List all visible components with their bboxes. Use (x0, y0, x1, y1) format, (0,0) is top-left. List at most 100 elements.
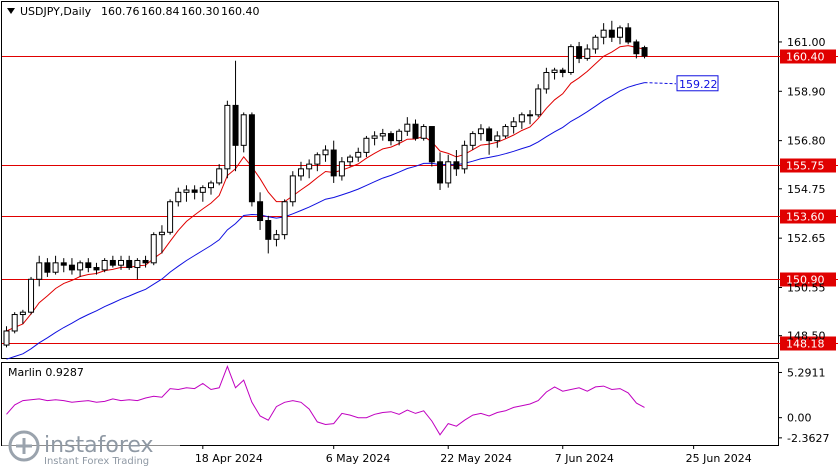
candlestick-series (3, 20, 648, 348)
candle-body (494, 135, 501, 142)
price-tick-label-5: 150.55 (787, 282, 826, 295)
candle-34 (281, 199, 288, 240)
candle-9 (77, 260, 84, 277)
candle-body (330, 149, 337, 177)
candle-50 (412, 119, 419, 141)
main-plot-frame (1, 1, 779, 359)
candle-body (404, 123, 411, 132)
time-tick-label-3: 7 Jun 2024 (555, 452, 614, 465)
candle-66 (543, 67, 550, 94)
candle-7 (60, 258, 67, 273)
candle-24 (199, 185, 206, 202)
chart-header-high: 160.84 (141, 5, 180, 18)
candle-74 (608, 20, 615, 42)
candle-body (183, 189, 190, 193)
candle-body (167, 201, 174, 233)
candle-30 (248, 112, 255, 207)
candle-body (437, 161, 444, 184)
candle-2 (19, 309, 26, 324)
candle-body (306, 163, 313, 170)
candle-body (551, 69, 558, 73)
chart-header-open: 160.76 (101, 5, 140, 18)
level-label-3: 150.90 (786, 274, 825, 287)
price-tick-label-0: 161.00 (787, 36, 826, 49)
ma-slow-projection (644, 82, 677, 85)
oscillator-title: Marlin 0.9287 (8, 366, 84, 379)
candle-23 (191, 185, 198, 200)
candle-19 (158, 225, 165, 254)
logo-brand: instaforex (44, 433, 154, 458)
candle-64 (527, 110, 534, 125)
candle-35 (289, 171, 296, 207)
candle-body (633, 41, 640, 55)
candle-body (445, 161, 452, 184)
ma-slow-label-box (676, 75, 719, 92)
price-tick-label-4: 152.65 (787, 232, 826, 245)
candle-body (396, 130, 403, 142)
candle-body (175, 191, 182, 203)
candle-body (158, 231, 165, 236)
level-label-4: 148.18 (786, 338, 825, 351)
candle-body (248, 114, 255, 203)
candle-body (297, 168, 304, 177)
candle-body (379, 133, 386, 137)
level-label-0: 160.40 (786, 51, 825, 64)
candle-body (510, 121, 517, 128)
candle-72 (592, 34, 599, 54)
chart-header-close: 160.40 (221, 5, 260, 18)
candle-body (584, 48, 591, 59)
candle-body (68, 264, 75, 271)
level-label-box-4 (780, 336, 836, 351)
support-resistance-levels: 160.40 155.75 153.60 150.90 148.18 (2, 49, 838, 351)
candle-61 (502, 124, 509, 139)
candle-body (355, 151, 362, 158)
candle-body (428, 126, 435, 163)
candle-1 (11, 312, 18, 334)
time-axis: 18 Apr 2024 6 May 2024 22 May 2024 7 Jun 20… (195, 445, 752, 465)
candle-body (535, 88, 542, 116)
candle-0 (3, 326, 10, 348)
ma-slow-label: 159.22 (679, 78, 718, 91)
candle-52 (428, 126, 435, 167)
candle-16 (134, 258, 141, 280)
candle-63 (518, 112, 525, 129)
candle-10 (85, 258, 92, 273)
logo-tagline: Instant Forex Trading (44, 456, 149, 467)
candle-body (363, 137, 370, 153)
candle-body (216, 168, 223, 184)
candle-8 (68, 258, 75, 275)
candle-body (208, 182, 214, 189)
candle-body (11, 314, 18, 332)
candle-75 (617, 25, 623, 45)
candle-71 (584, 44, 591, 61)
candle-body (224, 104, 231, 170)
candle-65 (535, 84, 542, 118)
candle-body (150, 234, 157, 264)
candle-body (101, 259, 108, 271)
level-label-box-1 (780, 158, 836, 173)
collapse-triangle-icon[interactable] (7, 8, 15, 14)
candle-body (281, 201, 288, 236)
candle-33 (273, 229, 280, 247)
candle-body (502, 126, 509, 137)
candle-body (257, 201, 264, 222)
candle-body (469, 133, 476, 146)
candle-47 (387, 131, 394, 146)
candle-26 (216, 164, 223, 186)
candle-body (477, 128, 484, 135)
candle-31 (257, 192, 264, 230)
price-tick-label-6: 148.50 (787, 330, 826, 343)
chart-header-low: 160.30 (181, 5, 220, 18)
oscillator-line (6, 364, 645, 436)
candle-18 (150, 232, 157, 266)
osc-tick-label-0: 5.2911 (787, 366, 826, 379)
candle-45 (371, 131, 378, 146)
candle-40 (330, 140, 337, 183)
candle-22 (183, 185, 190, 202)
candle-56 (461, 140, 468, 174)
candle-49 (404, 117, 411, 136)
candle-body (273, 234, 280, 240)
candle-body (199, 187, 206, 193)
logo-circle-icon (8, 430, 40, 462)
candle-48 (396, 128, 403, 146)
